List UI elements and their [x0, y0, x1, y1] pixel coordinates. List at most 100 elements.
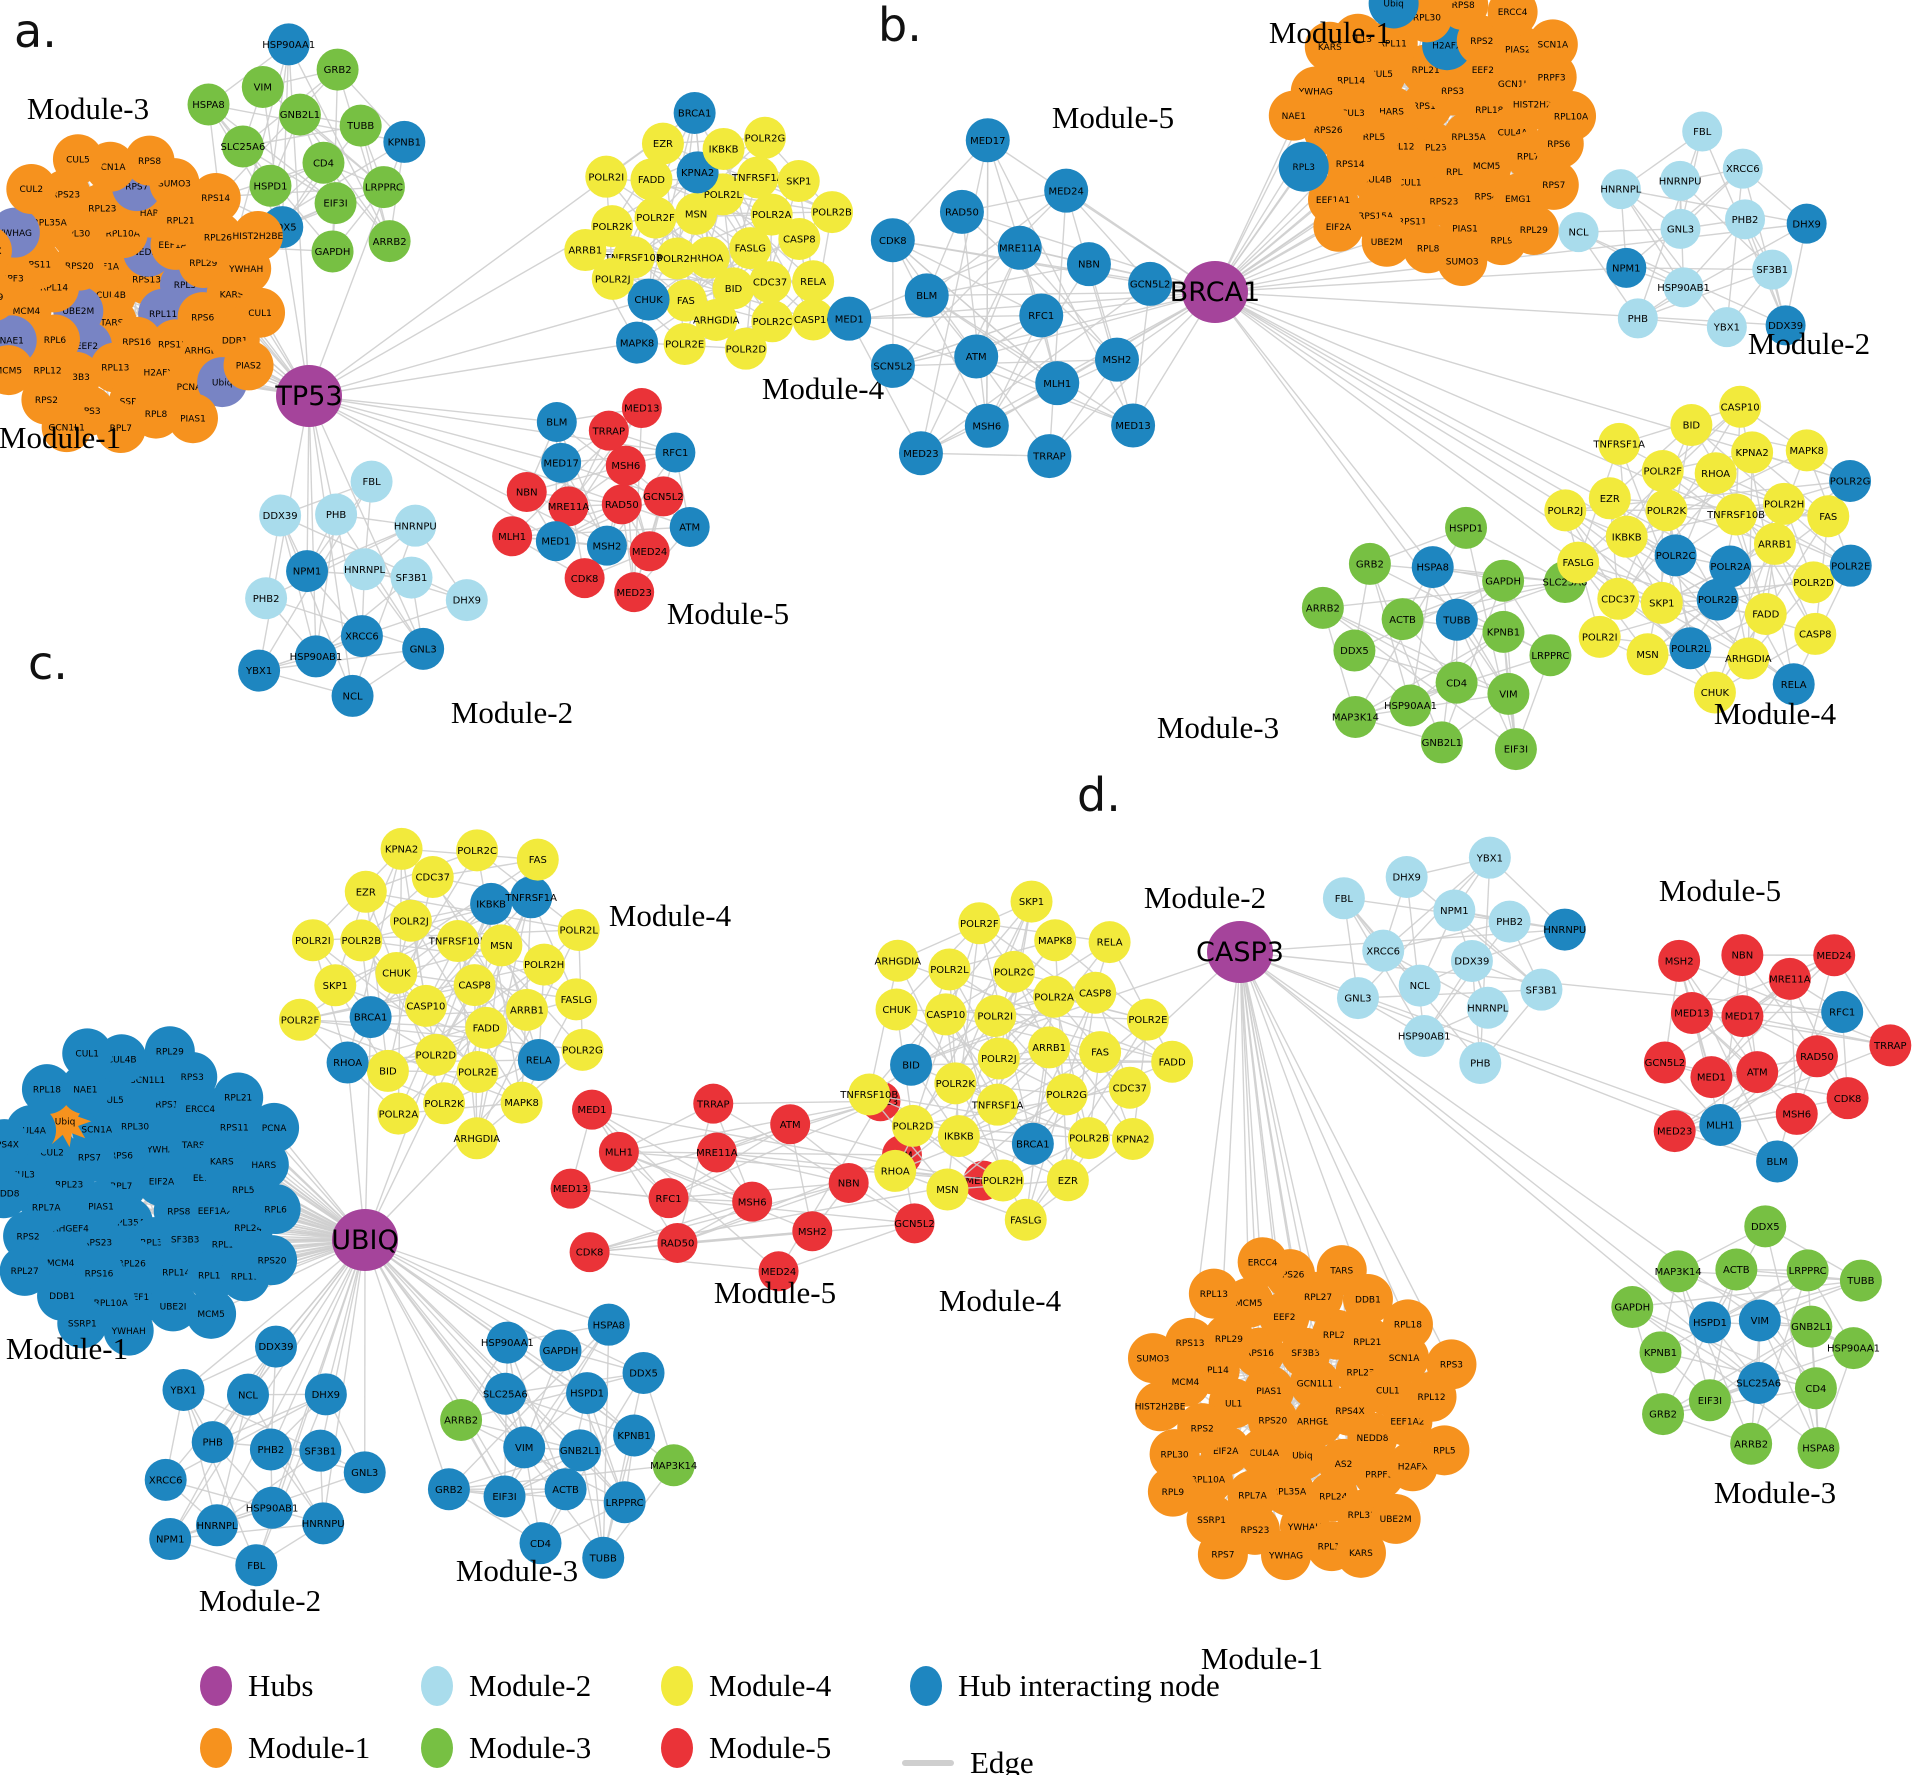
- edge: [336, 69, 391, 242]
- node-TNFRSF10B: [848, 1073, 891, 1116]
- panel-b-labels: Module-5 Module-1 Module-2 Module-3 Module-4…: [1052, 15, 1870, 745]
- node-POLR2L: [928, 948, 971, 991]
- legend-item-module-2: Module-2: [421, 1666, 591, 1706]
- panel-b-nodes: RFC1 ATM MRE11A MLH1 BLM NBN MSH6 RAD50 MSH2 SCN5…: [827, 0, 1872, 771]
- node-label-YWHAG: YWHAG: [146, 1146, 181, 1156]
- panel-letter-c: c.: [28, 636, 68, 690]
- node-label-IKBKB: IKBKB: [944, 1132, 974, 1143]
- node-GNB2L1: [1790, 1305, 1833, 1348]
- legend-label: Hub interacting node: [958, 1668, 1220, 1703]
- node-MED17: [965, 118, 1010, 163]
- node-label-RPL31: RPL31: [1348, 1511, 1376, 1521]
- edge: [1631, 1306, 1819, 1449]
- node-BRCA1: [673, 92, 716, 135]
- edge: [868, 960, 899, 1095]
- hub-edge: [308, 112, 696, 397]
- node-CDC37: [1108, 1066, 1151, 1109]
- edge: [165, 1479, 324, 1524]
- node-HSPD1: [249, 164, 292, 207]
- node-label-BRCA1: BRCA1: [678, 109, 712, 120]
- node-label-CD4: CD4: [1446, 678, 1467, 689]
- node-POLR2I: [585, 155, 628, 198]
- node-HSP90AB1: [1403, 1015, 1446, 1058]
- edge: [1383, 920, 1510, 952]
- edge: [1714, 472, 1767, 615]
- node-label-MAP3K14: MAP3K14: [1655, 1267, 1702, 1278]
- node-label-EEF2: EEF2: [1273, 1313, 1295, 1323]
- node-label-POLR2A: POLR2A: [1034, 992, 1074, 1003]
- node-label-HARS: HARS: [1379, 107, 1404, 117]
- node-HIST2H2BE: [1135, 1381, 1186, 1432]
- module-label-module-5: Module-5: [667, 596, 789, 631]
- node-label-RPL18: RPL18: [1394, 1321, 1422, 1331]
- node-BLM: [1756, 1140, 1799, 1183]
- edge: [602, 1324, 610, 1558]
- node-label-RPS2: RPS2: [35, 396, 58, 406]
- node-label-MED24: MED24: [632, 547, 667, 558]
- node-label-RPS2: RPS2: [1191, 1424, 1214, 1434]
- node-label-CD4: CD4: [530, 1539, 551, 1550]
- edge: [618, 1100, 881, 1153]
- node-label-RPL21: RPL21: [224, 1094, 252, 1104]
- node-label-RPL13: RPL13: [1200, 1290, 1228, 1300]
- node-label-RPL7A: RPL7A: [1517, 152, 1546, 162]
- node-label-MED17: MED17: [1725, 1012, 1760, 1023]
- node-CASP8: [1794, 612, 1837, 655]
- module5-color-swatch: [661, 1728, 693, 1768]
- module-label-module-5: Module-5: [714, 1275, 836, 1310]
- node-label-CASP8: CASP8: [1799, 630, 1832, 641]
- node-label-CASP10: CASP10: [794, 315, 833, 326]
- node-MED13: [1670, 991, 1713, 1034]
- node-CDK8: [1826, 1077, 1869, 1120]
- node-label-POLR2E: POLR2E: [458, 1068, 497, 1079]
- node-label-FAS: FAS: [1091, 1048, 1109, 1059]
- node-label-BID: BID: [379, 1067, 397, 1078]
- node-POLR2H: [1763, 482, 1806, 525]
- hub-edge: [247, 1239, 366, 1396]
- node-label-EEF1A2: EEF1A2: [1390, 1418, 1424, 1428]
- node-label-FBL: FBL: [1693, 127, 1712, 138]
- node-MRE11A: [696, 1132, 737, 1173]
- node-label-YWHAH: YWHAH: [1287, 1523, 1322, 1533]
- node-CD4: [1794, 1367, 1837, 1410]
- node-VIM: [241, 66, 284, 109]
- edge: [1402, 581, 1566, 620]
- hub-edge: [216, 1239, 366, 1526]
- node-label-PIAS2: PIAS2: [1505, 45, 1531, 55]
- node-label-KPNA2: KPNA2: [1735, 448, 1768, 459]
- node-POLR2C: [992, 950, 1035, 993]
- node-label-RPL35A: RPL35A: [111, 1218, 146, 1228]
- edge: [1357, 857, 1491, 999]
- node-label-MCM5: MCM5: [0, 366, 22, 376]
- node-label-MCM5: MCM5: [197, 1310, 225, 1320]
- hub-edge: [1239, 951, 1409, 1325]
- node-label-VIM: VIM: [1751, 1316, 1769, 1327]
- node-label-RPL6: RPL6: [44, 336, 67, 346]
- edge: [1661, 472, 1717, 604]
- node-label-MED24: MED24: [1048, 186, 1083, 197]
- node-label-TNFRSF1A: TNFRSF1A: [971, 1100, 1024, 1111]
- node-CASP8: [1074, 971, 1117, 1014]
- node-label-MED13: MED13: [553, 1184, 588, 1195]
- edge: [676, 1103, 714, 1244]
- node-label-SUMO3: SUMO3: [1137, 1354, 1170, 1364]
- hub-node-TP53: [276, 365, 342, 427]
- hub-edge: [1214, 267, 1627, 293]
- node-label-DDB1: DDB1: [49, 1292, 75, 1302]
- node-label-RPS8: RPS8: [167, 1207, 190, 1217]
- node-label-TUBB: TUBB: [589, 1553, 617, 1564]
- node-POLR2I: [974, 994, 1017, 1037]
- node-label-KPNA2: KPNA2: [1116, 1135, 1149, 1146]
- node-label-CASP8: CASP8: [458, 981, 491, 992]
- node-label-POLR2H: POLR2H: [1764, 499, 1804, 510]
- node-EIF3I: [483, 1475, 526, 1518]
- node-label-GRB2: GRB2: [324, 65, 352, 76]
- node-ATM: [954, 334, 999, 379]
- node-label-ARRB1: ARRB1: [568, 246, 602, 257]
- hub-color-swatch: [200, 1666, 232, 1706]
- node-MED1: [571, 1089, 612, 1130]
- node-HSP90AB1: [1663, 267, 1704, 308]
- node-ARHGDIA: [876, 939, 919, 982]
- node-MSH6: [1775, 1092, 1818, 1135]
- node-label-RPS8: RPS8: [1452, 1, 1475, 11]
